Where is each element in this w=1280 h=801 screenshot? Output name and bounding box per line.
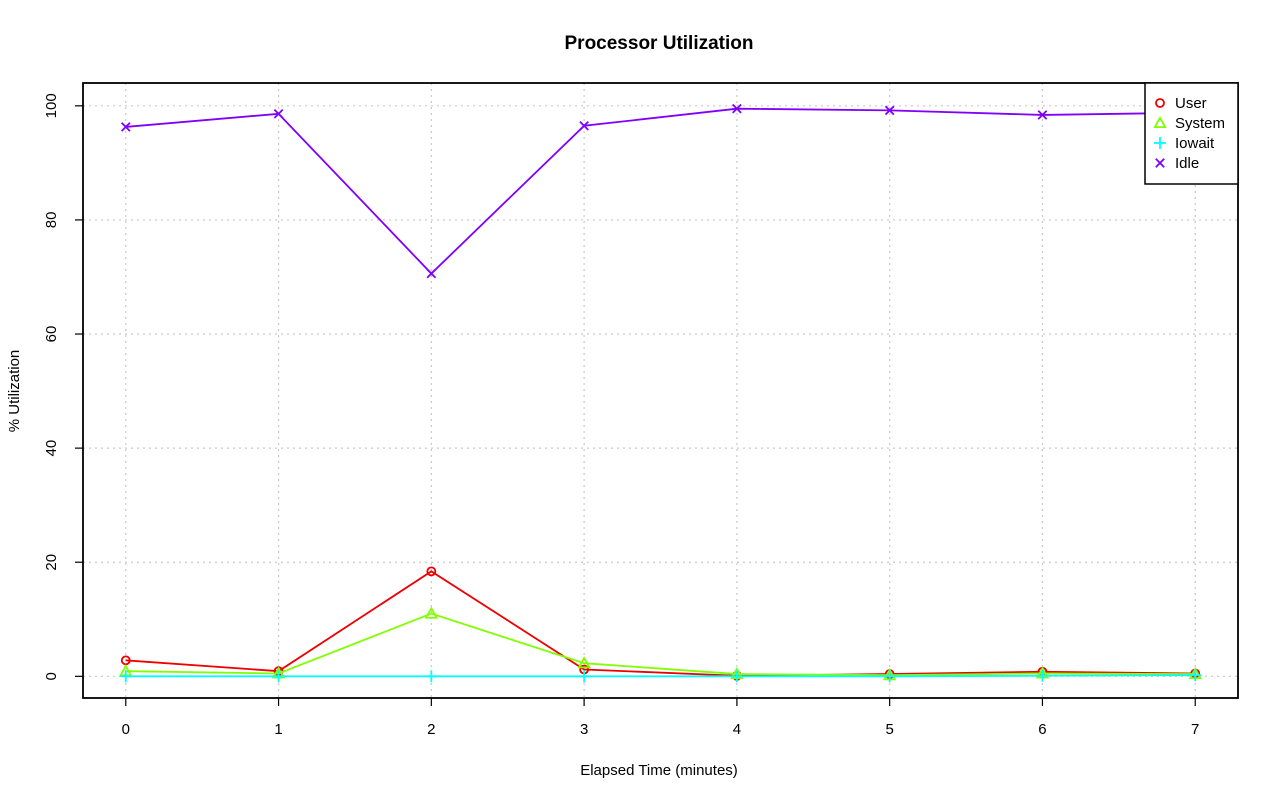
y-tick-label: 60 [43, 326, 60, 343]
legend-item-idle: Idle [1155, 155, 1199, 172]
y-tick-label: 100 [43, 93, 60, 118]
data-point-iowait [730, 670, 743, 683]
series-line-system [125, 612, 1196, 677]
legend-item-user: User [1155, 95, 1207, 112]
data-point-iowait [883, 670, 896, 683]
data-point-idle [884, 105, 895, 116]
x-tick-label: 2 [427, 721, 435, 738]
data-point-idle [1037, 110, 1048, 120]
series-iowait [119, 669, 1202, 683]
y-axis-label: % Utilization [6, 350, 23, 433]
y-tick-label: 40 [43, 440, 60, 457]
data-point-idle [732, 103, 742, 114]
series-idle [120, 103, 1201, 279]
x-tick-label: 1 [274, 721, 282, 738]
data-point-iowait [272, 670, 285, 683]
data-point-user [426, 566, 437, 577]
series-line-iowait [125, 674, 1196, 678]
legend-item-system: System [1153, 115, 1225, 132]
data-point-iowait [1189, 669, 1202, 682]
data-point-idle [426, 268, 437, 279]
legend: User System Iowait Idle [1144, 82, 1239, 185]
grid-lines [83, 83, 1238, 698]
x-tick-label: 5 [885, 721, 893, 738]
data-point-system [577, 656, 591, 669]
series-line-idle [125, 107, 1196, 275]
x-tick-label: 6 [1038, 721, 1046, 738]
chart-title: Processor Utilization [565, 33, 754, 54]
legend-label-system: System [1175, 115, 1225, 132]
legend-marker-user [1155, 98, 1165, 108]
y-tick-label: 0 [43, 672, 60, 680]
x-tick-label: 4 [733, 721, 741, 738]
legend-marker-idle [1155, 158, 1165, 168]
series-user [120, 566, 1201, 681]
x-axis-label: Elapsed Time (minutes) [580, 762, 738, 779]
data-point-iowait [578, 670, 591, 683]
legend-label-iowait: Iowait [1175, 135, 1215, 152]
x-tick-label: 3 [580, 721, 588, 738]
y-tick-label: 80 [43, 212, 60, 229]
data-point-idle [120, 122, 131, 132]
legend-marker-iowait [1154, 137, 1166, 149]
data-point-system [424, 606, 439, 619]
legend-item-iowait: Iowait [1154, 135, 1215, 152]
data-point-iowait [425, 670, 438, 683]
y-tick-label: 20 [43, 554, 60, 571]
data-point-idle [579, 120, 589, 131]
x-tick-label: 7 [1191, 721, 1199, 738]
data-point-idle [273, 108, 284, 119]
legend-label-idle: Idle [1175, 155, 1199, 172]
x-tick-label: 0 [122, 721, 130, 738]
series-layer [119, 103, 1202, 683]
legend-marker-system [1153, 115, 1167, 129]
series-line-user [125, 570, 1196, 677]
plot-frame [82, 82, 1239, 699]
legend-label-user: User [1175, 95, 1207, 112]
data-point-iowait [119, 670, 132, 683]
axes: 0 1 2 3 4 5 6 7 0 20 40 60 80 100 [43, 93, 1199, 738]
data-point-iowait [1036, 669, 1049, 682]
